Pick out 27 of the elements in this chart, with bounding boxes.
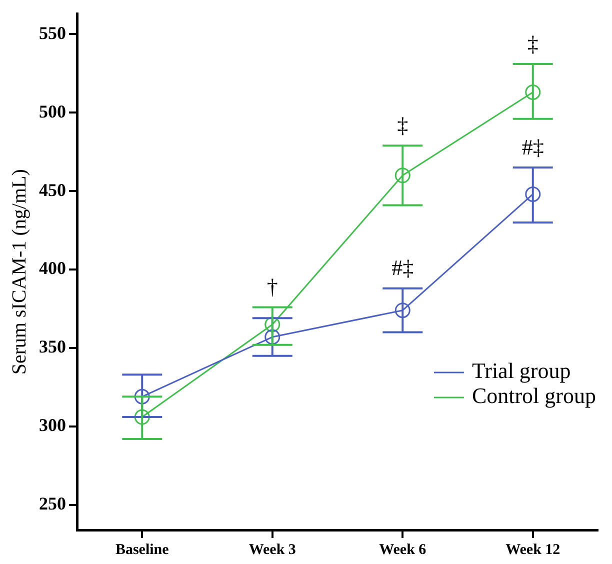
y-tick-label: 400	[39, 258, 66, 278]
y-axis-title: Serum sICAM-1 (ng/mL)	[8, 169, 30, 375]
annotation: #‡	[522, 134, 544, 160]
y-tick-label: 550	[39, 22, 66, 43]
point	[134, 388, 150, 404]
legend-label: Trial group	[472, 358, 571, 384]
point	[394, 302, 410, 318]
y-tick-label: 450	[39, 180, 66, 200]
x-tick-label: Baseline	[115, 542, 170, 558]
y-tick-label: 350	[39, 336, 66, 357]
point	[525, 186, 541, 202]
y-tick-label: 250	[39, 494, 66, 514]
annotation: #‡	[392, 255, 414, 280]
y-tick-label: 300	[39, 415, 66, 436]
point	[525, 84, 541, 100]
x-tick-label: Week 3	[248, 542, 296, 558]
x-tick-label: Week 12	[506, 542, 560, 558]
point	[394, 168, 410, 184]
legend-label: Control group	[472, 383, 596, 408]
point	[264, 316, 280, 332]
y-tick-label: 500	[39, 101, 66, 122]
point	[264, 329, 280, 345]
annotation: ‡	[527, 30, 538, 56]
x-tick-label: Week 6	[379, 542, 427, 558]
annotation: †	[266, 274, 278, 299]
point	[134, 409, 150, 425]
annotation: ‡	[397, 112, 408, 138]
